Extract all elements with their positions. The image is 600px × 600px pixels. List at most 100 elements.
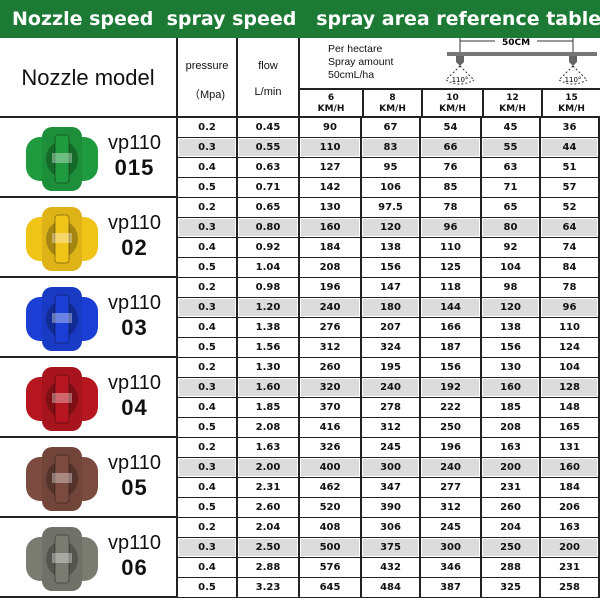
table-cell: 0.4 xyxy=(178,478,238,497)
table-cell: 90 xyxy=(300,118,362,137)
table-cell: 387 xyxy=(421,578,482,597)
table-row: 0.2 1.63 326 245 196 163 131 xyxy=(178,438,600,458)
table-cell: 0.5 xyxy=(178,338,238,357)
table-cell: 196 xyxy=(421,438,482,457)
table-cell: 2.31 xyxy=(238,478,300,497)
table-cell: 2.04 xyxy=(238,518,300,537)
table-cell: 120 xyxy=(362,218,421,237)
table-cell: 0.3 xyxy=(178,538,238,557)
table-cell: 2.88 xyxy=(238,558,300,577)
table-cell: 0.5 xyxy=(178,178,238,197)
table-cell: 165 xyxy=(541,418,600,437)
nozzle-model-header: Nozzle model xyxy=(0,38,178,118)
table-cell: 96 xyxy=(541,298,600,317)
table-cell: 130 xyxy=(300,198,362,217)
table-cell: 147 xyxy=(362,278,421,297)
flow-header: flow L/min xyxy=(238,38,300,118)
table-cell: 0.71 xyxy=(238,178,300,197)
table-row: 0.2 0.45 90 67 54 45 36 xyxy=(178,118,600,138)
table-row: 0.3 0.80 160 120 96 80 64 xyxy=(178,218,600,238)
table-cell: 208 xyxy=(482,418,541,437)
table-cell: 250 xyxy=(482,538,541,557)
table-cell: 0.2 xyxy=(178,198,238,217)
table-cell: 2.50 xyxy=(238,538,300,557)
nozzle-series: vp110 xyxy=(108,292,162,314)
table-cell: 54 xyxy=(421,118,482,137)
table-cell: 110 xyxy=(421,238,482,257)
table-cell: 245 xyxy=(421,518,482,537)
table-cell: 63 xyxy=(482,158,541,177)
table-cell: 0.5 xyxy=(178,258,238,277)
table-cell: 576 xyxy=(300,558,362,577)
table-cell: 184 xyxy=(300,238,362,257)
table-cell: 0.98 xyxy=(238,278,300,297)
table-row: 0.4 1.38 276 207 166 138 110 xyxy=(178,318,600,338)
table-cell: 324 xyxy=(362,338,421,357)
table-cell: 66 xyxy=(421,138,482,157)
table-cell: 260 xyxy=(300,358,362,377)
table-cell: 0.4 xyxy=(178,158,238,177)
table-cell: 180 xyxy=(362,298,421,317)
table-cell: 92 xyxy=(482,238,541,257)
table-cell: 1.60 xyxy=(238,378,300,397)
table-cell: 300 xyxy=(362,458,421,477)
table-cell: 71 xyxy=(482,178,541,197)
table-cell: 0.5 xyxy=(178,418,238,437)
table-cell: 142 xyxy=(300,178,362,197)
table-cell: 0.3 xyxy=(178,138,238,157)
table-row: 0.5 3.23 645 484 387 325 258 xyxy=(178,578,600,598)
nozzle-code: 05 xyxy=(121,475,148,500)
table-cell: 1.38 xyxy=(238,318,300,337)
table-cell: 0.4 xyxy=(178,398,238,417)
table-cell: 347 xyxy=(362,478,421,497)
table-cell: 0.2 xyxy=(178,118,238,137)
nozzle-cell: vp110 015 xyxy=(0,118,178,198)
table-cell: 160 xyxy=(541,458,600,477)
table-cell: 312 xyxy=(300,338,362,357)
table-cell: 484 xyxy=(362,578,421,597)
nozzle-code: 06 xyxy=(121,555,148,580)
table-cell: 207 xyxy=(362,318,421,337)
table-row: 0.4 2.31 462 347 277 231 184 xyxy=(178,478,600,498)
table-cell: 375 xyxy=(362,538,421,557)
table-cell: 130 xyxy=(482,358,541,377)
table-cell: 0.4 xyxy=(178,318,238,337)
table-header: Nozzle model pressure （Mpa) flow L/min P… xyxy=(0,38,600,118)
nozzle-spacing-diagram-icon: 50CM 110° 110° xyxy=(445,38,597,85)
spacing-label: 50CM xyxy=(502,38,530,48)
table-cell: 144 xyxy=(421,298,482,317)
table-cell: 127 xyxy=(300,158,362,177)
table-row: 0.4 2.88 576 432 346 288 231 xyxy=(178,558,600,578)
page-title: Nozzle speed spray speed spray area refe… xyxy=(0,0,600,38)
table-row: 0.5 1.56 312 324 187 156 124 xyxy=(178,338,600,358)
speed-header-6: 6 KM/H xyxy=(317,93,345,114)
table-cell: 1.04 xyxy=(238,258,300,277)
table-cell: 0.55 xyxy=(238,138,300,157)
nozzle-series: vp110 xyxy=(108,212,162,234)
table-cell: 125 xyxy=(421,258,482,277)
table-cell: 1.30 xyxy=(238,358,300,377)
table-cell: 65 xyxy=(482,198,541,217)
per-hectare-header: Per hectare Spray amount 50cmL/ha 50CM 1… xyxy=(300,38,600,90)
table-cell: 64 xyxy=(541,218,600,237)
nozzle-series: vp110 xyxy=(108,532,162,554)
table-cell: 74 xyxy=(541,238,600,257)
angle-label: 110° xyxy=(452,76,469,84)
table-cell: 240 xyxy=(300,298,362,317)
table-cell: 276 xyxy=(300,318,362,337)
table-cell: 277 xyxy=(421,478,482,497)
table-cell: 645 xyxy=(300,578,362,597)
table-cell: 187 xyxy=(421,338,482,357)
table-cell: 2.60 xyxy=(238,498,300,517)
table-cell: 0.45 xyxy=(238,118,300,137)
table-cell: 80 xyxy=(482,218,541,237)
table-cell: 240 xyxy=(421,458,482,477)
table-row: 0.5 0.71 142 106 85 71 57 xyxy=(178,178,600,198)
table-cell: 0.4 xyxy=(178,558,238,577)
table-cell: 120 xyxy=(482,298,541,317)
table-cell: 260 xyxy=(482,498,541,517)
table-cell: 432 xyxy=(362,558,421,577)
table-cell: 231 xyxy=(541,558,600,577)
nozzle-series: vp110 xyxy=(108,372,162,394)
table-cell: 184 xyxy=(541,478,600,497)
